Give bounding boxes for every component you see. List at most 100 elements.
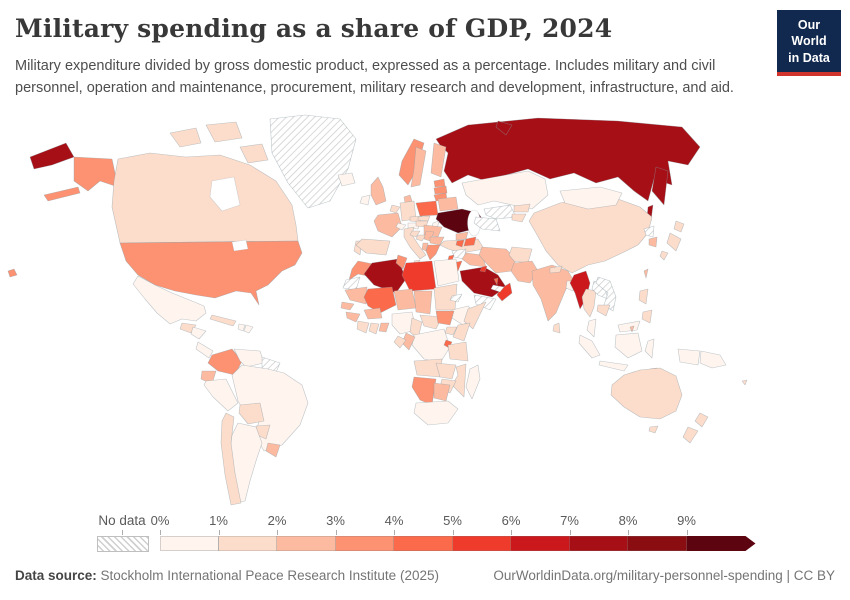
country-egypt[interactable] [433,258,460,287]
country-south-africa[interactable] [413,400,459,426]
country-new-zealand-south[interactable] [682,426,699,444]
country-switzerland[interactable] [395,222,407,231]
country-azerbaijan[interactable] [463,236,477,247]
country-philippines-luzon[interactable] [638,288,649,305]
country-australia-tasmania[interactable] [648,425,659,434]
legend-bin-3[interactable] [335,536,394,551]
country-burkina-faso[interactable] [363,307,383,320]
country-russia-chukotka[interactable] [29,142,75,170]
country-russia-kamchatka[interactable] [651,166,669,206]
country-ghana[interactable] [368,322,380,335]
country-nepal[interactable] [549,265,563,274]
legend-no-data-swatch[interactable] [97,536,149,552]
country-canada[interactable] [111,152,299,244]
country-canada-arctic-2[interactable] [205,121,243,143]
legend-bin-6[interactable] [511,536,570,551]
country-qatar[interactable] [493,277,499,286]
country-bolivia[interactable] [238,402,265,425]
country-papua-new-guinea[interactable] [699,350,727,369]
country-brunei[interactable] [629,325,635,333]
country-indonesia-papua[interactable] [677,348,701,366]
country-dr-congo[interactable] [411,328,451,364]
country-canada-arctic-3[interactable] [239,143,269,164]
country-pakistan[interactable] [510,260,539,284]
country-russia-novaya-zemlya[interactable] [495,120,513,136]
country-greece[interactable] [425,244,441,261]
country-india[interactable] [531,264,575,322]
country-tanzania[interactable] [447,341,469,362]
country-tajikistan[interactable] [511,213,527,223]
country-zambia[interactable] [435,362,457,380]
country-tunisia[interactable] [395,254,408,270]
country-indonesia-sumatra[interactable] [578,334,601,359]
country-france[interactable] [373,212,403,238]
country-turkmenistan[interactable] [473,216,501,232]
country-spain[interactable] [355,238,391,256]
country-croatia[interactable] [409,230,421,238]
owid-logo[interactable]: Our World in Data [777,10,841,76]
country-nigeria[interactable] [391,311,417,335]
country-kazakhstan[interactable] [461,170,549,210]
country-finland[interactable] [430,142,447,178]
country-estonia[interactable] [433,178,446,188]
country-new-zealand-north[interactable] [694,412,709,428]
legend-bin-1[interactable] [218,536,277,551]
country-canada-arctic-1[interactable] [169,127,202,148]
country-thailand[interactable] [581,288,597,318]
country-sweden[interactable] [410,146,427,188]
country-japan-hokkaido[interactable] [673,220,685,233]
legend-bin-7[interactable] [569,536,628,551]
country-south-korea[interactable] [648,236,658,248]
country-bosnia[interactable] [415,234,427,242]
country-slovakia[interactable] [417,215,431,222]
country-russia[interactable] [435,117,701,202]
country-kuwait[interactable] [479,265,488,273]
country-armenia[interactable] [455,239,465,248]
country-us-alaska[interactable] [73,156,119,192]
country-namibia[interactable] [411,376,437,406]
legend-bin-9[interactable] [686,536,756,551]
country-fiji[interactable] [741,379,748,386]
country-mexico[interactable] [132,275,207,325]
country-netherlands[interactable] [389,204,401,214]
country-uzbekistan[interactable] [483,204,517,220]
country-greenland[interactable] [269,114,357,209]
credit-line[interactable]: OurWorldinData.org/military-personnel-sp… [493,568,835,583]
country-uganda[interactable] [444,326,458,336]
country-japan-honshu[interactable] [666,232,682,252]
country-indonesia-kalimantan[interactable] [614,332,643,359]
legend-bin-8[interactable] [628,536,687,551]
country-guinea[interactable] [345,311,361,323]
country-somalia[interactable] [463,301,487,330]
country-botswana[interactable] [433,382,451,402]
country-malaysia-peninsula[interactable] [586,318,597,338]
legend-bin-5[interactable] [452,536,511,551]
country-south-sudan[interactable] [435,310,455,326]
country-indonesia-sulawesi[interactable] [644,338,655,359]
country-oman[interactable] [496,282,513,302]
country-senegal[interactable] [340,301,355,311]
country-us-hawaii[interactable] [7,268,18,278]
country-australia[interactable] [610,367,683,420]
country-mongolia[interactable] [559,186,623,210]
country-haiti[interactable] [237,323,246,332]
country-madagascar[interactable] [465,364,481,400]
country-philippines-mindanao[interactable] [641,309,653,324]
country-libya[interactable] [401,260,437,292]
country-uruguay[interactable] [265,442,281,458]
country-latvia[interactable] [433,185,448,195]
country-cambodia[interactable] [596,304,611,317]
country-niger[interactable] [393,288,417,311]
country-cuba[interactable] [209,314,237,327]
country-indonesia-java[interactable] [598,360,629,372]
country-sri-lanka[interactable] [552,322,561,334]
country-chile[interactable] [220,412,242,506]
country-taiwan[interactable] [643,268,649,279]
legend-bin-4[interactable] [394,536,453,551]
country-peru[interactable] [203,378,239,412]
country-kenya[interactable] [452,322,471,342]
country-gabon[interactable] [393,335,407,349]
country-north-korea[interactable] [643,225,655,238]
country-iceland[interactable] [337,172,356,187]
country-togo[interactable] [378,322,390,333]
